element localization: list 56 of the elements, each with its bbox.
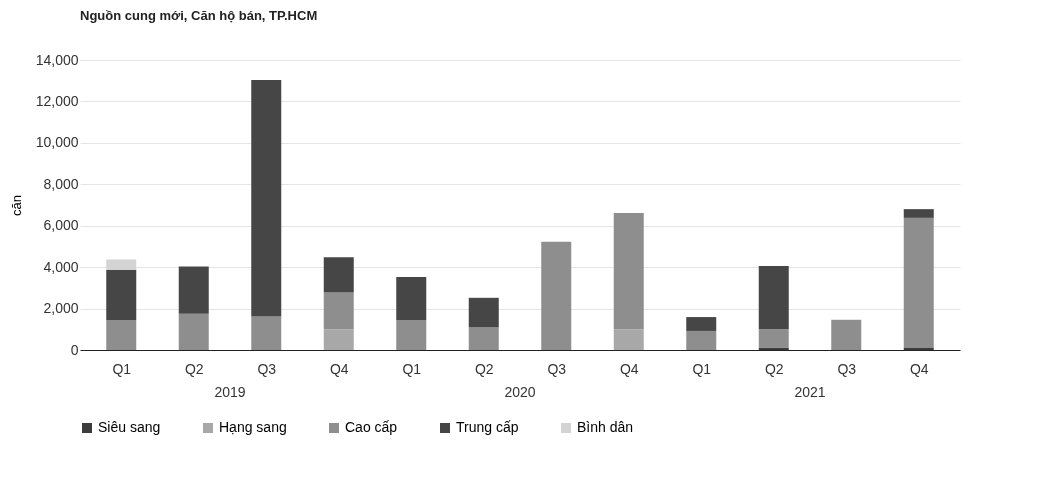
bar: [686, 330, 717, 350]
legend-label: Cao cấp: [345, 419, 398, 435]
bar: [251, 316, 282, 350]
y-tick-label: 12,000: [35, 92, 79, 109]
text: 2019: [214, 384, 246, 400]
text: 2020: [504, 384, 536, 400]
bar: [903, 347, 934, 350]
bar: [323, 292, 354, 330]
bar: [251, 80, 282, 317]
x-tick-label: Q4: [619, 360, 639, 377]
text: 2021: [794, 384, 826, 400]
bar: [396, 319, 427, 350]
chart-title: Nguồn cung mới, Căn hộ bán, TP.HCM: [80, 8, 318, 23]
bar: [106, 319, 137, 350]
bar: [106, 269, 137, 320]
legend-label: Siêu sang: [98, 419, 161, 435]
y-axis-title: căn: [8, 195, 24, 216]
x-tick-label: Q2: [764, 360, 784, 377]
x-tick-label: Q1: [112, 360, 132, 377]
bar: [758, 329, 789, 348]
x-tick-label: Q1: [402, 360, 422, 377]
bar: [468, 297, 499, 328]
bar: [903, 209, 934, 218]
y-tick-label: 14,000: [35, 51, 79, 68]
legend-label: Hạng sang: [219, 419, 287, 435]
x-tick-label: Q1: [692, 360, 712, 377]
bar: [178, 266, 209, 314]
x-tick-label: Q3: [547, 360, 567, 377]
bar: [541, 241, 572, 350]
x-tick-label: Q2: [474, 360, 494, 377]
bar: [396, 277, 427, 320]
bar: [106, 259, 137, 270]
x-tick-label: Q4: [909, 360, 929, 377]
bar: [758, 347, 789, 350]
legend-label: Trung cấp: [456, 419, 519, 435]
bar: [831, 319, 862, 350]
y-tick-label: 6,000: [43, 217, 79, 234]
y-tick-label: 8,000: [43, 175, 79, 192]
y-tick-label: 2,000: [43, 300, 79, 317]
bar: [758, 265, 789, 330]
y-tick-label: 10,000: [35, 134, 79, 151]
x-tick-label: Q4: [329, 360, 349, 377]
x-tick-label: Q3: [257, 360, 277, 377]
bar: [323, 257, 354, 293]
bar: [468, 327, 499, 350]
y-tick-label: 0: [70, 341, 79, 358]
bar: [178, 313, 209, 350]
bar: [903, 217, 934, 348]
x-tick-label: Q3: [837, 360, 857, 377]
x-tick-label: Q2: [184, 360, 204, 377]
bar: [686, 317, 717, 331]
bar: [613, 213, 644, 330]
y-tick-label: 4,000: [43, 258, 79, 275]
bar: [323, 329, 354, 350]
bar: [613, 329, 644, 350]
legend-label: Bình dân: [577, 419, 634, 435]
